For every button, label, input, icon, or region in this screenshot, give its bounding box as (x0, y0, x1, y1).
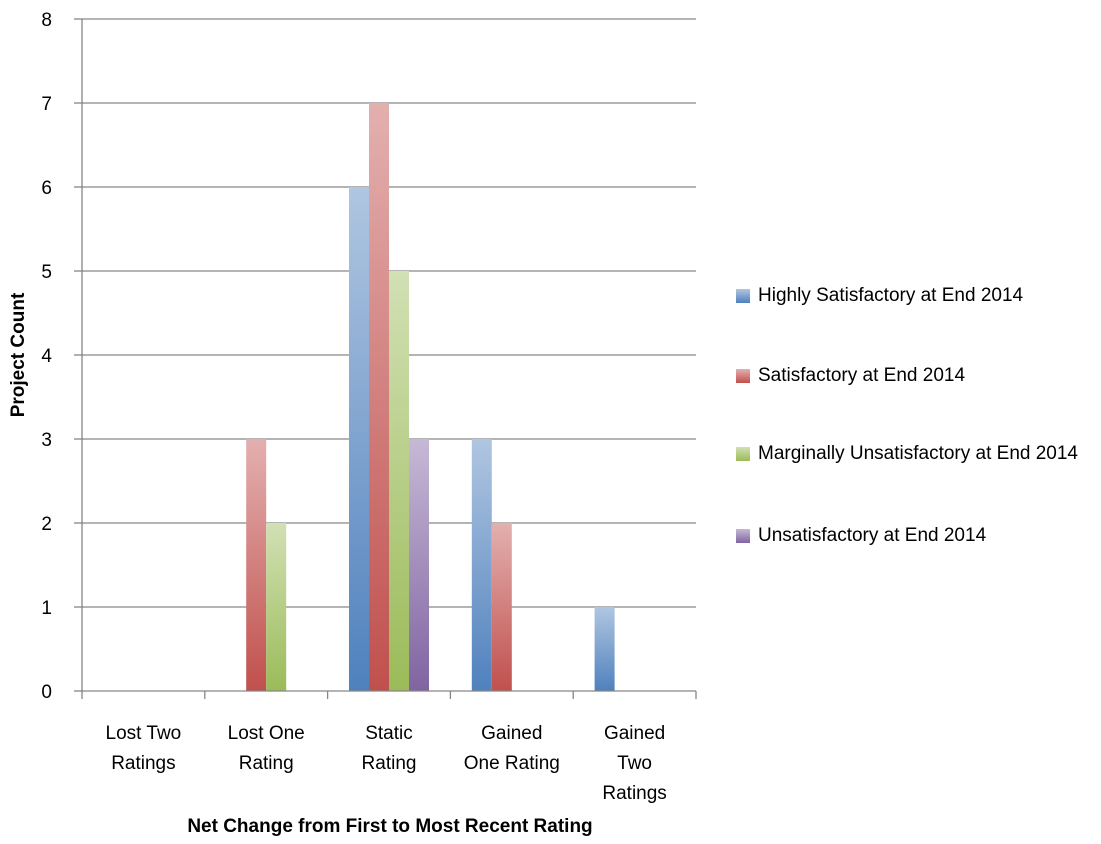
legend-item: Highly Satisfactory at End 2014 (736, 282, 1088, 310)
bars (246, 103, 615, 691)
x-tick-label: Lost One Rating (228, 723, 305, 774)
y-tick-label: 2 (41, 514, 52, 535)
legend-item: Marginally Unsatisfactory at End 2014 (736, 440, 1088, 468)
bar (409, 439, 429, 691)
legend-swatch (736, 447, 750, 461)
y-axis-title: Project Count (8, 292, 29, 417)
legend-label: Marginally Unsatisfactory at End 2014 (758, 443, 1078, 464)
bar (491, 523, 512, 691)
bar (594, 607, 615, 691)
x-axis-title: Net Change from First to Most Recent Rat… (187, 816, 592, 837)
x-tick-label: Lost Two Ratings (106, 723, 182, 774)
y-tick-label: 0 (41, 682, 52, 703)
y-tick-label: 1 (41, 598, 52, 619)
bar (389, 271, 409, 691)
axes: 0 1 2 3 4 5 6 7 8 Lost Two Ratings Lost One Rating St… (41, 10, 697, 804)
bar (349, 187, 369, 691)
y-tick-label: 3 (41, 430, 52, 451)
bar (471, 439, 492, 691)
legend-swatch (736, 289, 750, 303)
bar (369, 103, 389, 691)
x-tick-label: Static Rating (362, 723, 417, 774)
legend-label: Satisfactory at End 2014 (758, 365, 966, 386)
y-tick-label: 4 (41, 346, 52, 367)
legend-label: Highly Satisfactory at End 2014 (758, 285, 1024, 306)
legend-item: Satisfactory at End 2014 (736, 362, 1088, 390)
y-tick-label: 8 (41, 10, 52, 31)
y-tick-label: 5 (41, 262, 52, 283)
x-tick-label: Gained One Rating (464, 723, 560, 774)
x-tick-label: Gained Two Ratings (602, 723, 666, 804)
legend-label: Unsatisfactory at End 2014 (758, 525, 987, 546)
y-tick-label: 7 (41, 94, 52, 115)
legend-swatch (736, 369, 750, 383)
bar (246, 439, 267, 691)
legend-item: Unsatisfactory at End 2014 (736, 522, 1088, 550)
y-tick-label: 6 (41, 178, 52, 199)
legend-swatch (736, 529, 750, 543)
bar (266, 523, 287, 691)
